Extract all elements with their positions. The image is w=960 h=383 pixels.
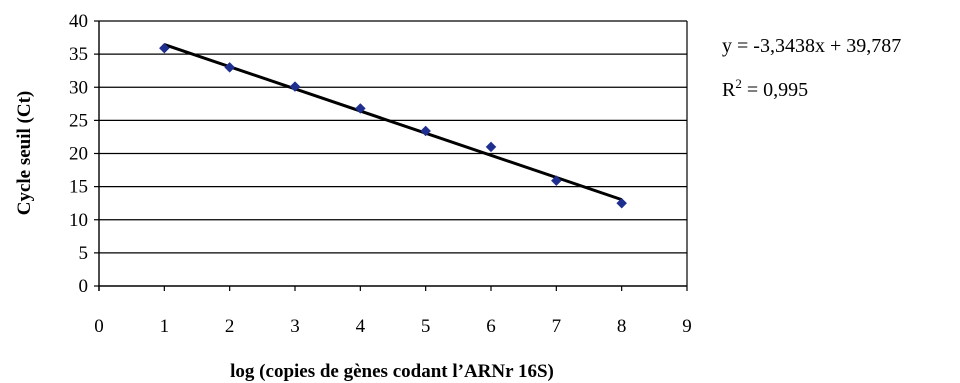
grid-lines	[99, 20, 687, 254]
y-tick-label-15: 15	[69, 177, 88, 198]
x-tick-label-5: 5	[421, 316, 431, 337]
x-tick-label-1: 1	[160, 316, 170, 337]
y-axis-title: Cycle seuil (Ct)	[14, 91, 35, 216]
data-point-0-6	[550, 175, 562, 187]
x-tick-label-2: 2	[225, 316, 235, 337]
trendline-group	[163, 43, 623, 202]
trendline-equation: y = -3,3438x + 39,787	[722, 35, 901, 57]
data-points	[158, 42, 628, 209]
y-tick-label-20: 20	[69, 144, 88, 165]
x-tick-label-0: 0	[94, 316, 104, 337]
x-tick-label-6: 6	[486, 316, 496, 337]
x-tick-label-8: 8	[617, 316, 627, 337]
data-point-0-0	[158, 42, 170, 54]
r-squared-superscript: 2	[735, 76, 742, 91]
data-point-0-4	[420, 125, 432, 137]
data-point-0-5	[485, 141, 497, 153]
x-tick-label-4: 4	[356, 316, 366, 337]
r-squared-value: = 0,995	[742, 79, 808, 101]
y-tick-label-40: 40	[69, 11, 88, 32]
x-tick-label-3: 3	[290, 316, 300, 337]
r-squared-r: R	[722, 79, 736, 101]
y-tick-labels: 0 5 10 15 20 25 30 35 40	[69, 11, 88, 297]
x-tick-label-9: 9	[682, 316, 692, 337]
data-point-0-2	[289, 81, 301, 92]
y-tick-label-0: 0	[79, 276, 89, 297]
x-tick-label-7: 7	[552, 316, 562, 337]
r-squared-label: R2 = 0,995	[722, 76, 808, 101]
axes	[94, 20, 688, 291]
data-point-0-7	[616, 197, 628, 209]
y-tick-label-10: 10	[69, 210, 88, 231]
data-point-0-3	[354, 103, 366, 114]
y-tick-label-5: 5	[79, 243, 89, 264]
x-tick-labels: 0 1 2 3 4 5 6 7 8 9	[94, 316, 692, 337]
y-tick-label-25: 25	[69, 110, 88, 131]
y-tick-label-30: 30	[69, 77, 88, 98]
y-tick-label-35: 35	[69, 44, 88, 65]
x-axis-title: log (copies de gènes codant l’ARNr 16S)	[230, 361, 554, 382]
data-point-0-1	[224, 62, 236, 73]
trendline	[163, 43, 623, 202]
